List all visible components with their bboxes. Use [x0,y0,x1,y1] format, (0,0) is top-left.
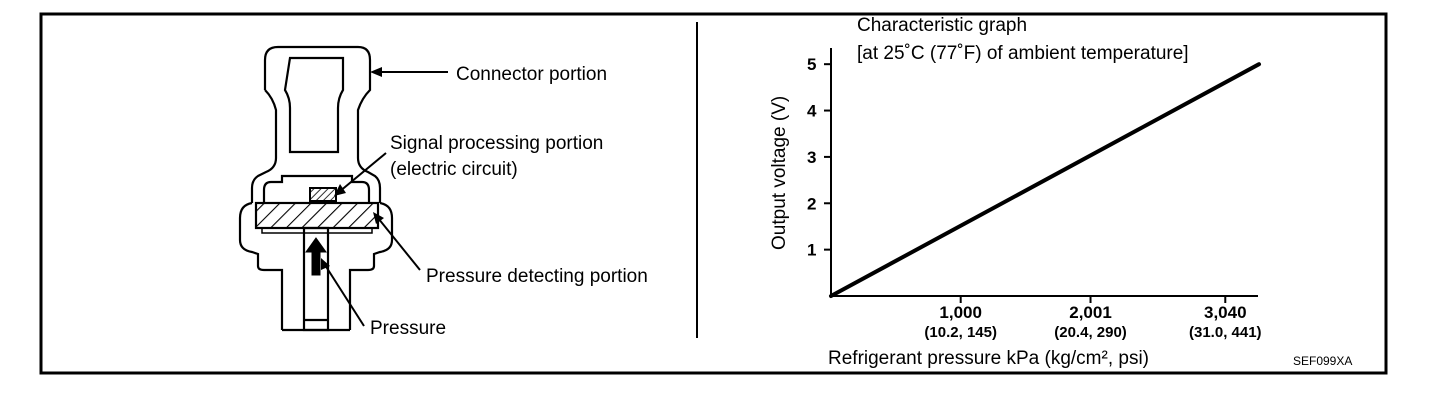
y-tick-label: 4 [807,102,817,121]
x-tick-label: 3,040 [1204,303,1247,322]
y-tick-label: 5 [807,55,816,74]
y-tick-label: 1 [807,241,816,260]
x-tick-sublabel: (10.2, 145) [924,324,997,341]
signal-processing-chip [309,187,337,202]
pressure-arrowhead [321,258,330,270]
signal-label-line1: Signal processing portion [390,133,603,154]
x-tick-label: 2,001 [1069,303,1112,322]
y-axis-label: Output voltage (V) [769,96,790,250]
x-tick-sublabel: (20.4, 290) [1054,324,1127,341]
signal-arrowhead [334,184,346,196]
connector-arrowhead [370,67,382,77]
pressure-detecting-leader-line [377,217,421,271]
characteristic-chart: Characteristic graph [at 25˚C (77˚F) of … [769,15,1262,369]
figure-code: SEF099XA [1293,354,1352,368]
pressure-label: Pressure [370,318,446,339]
y-tick-label: 3 [807,148,816,167]
x-tick-sublabel: (31.0, 441) [1189,324,1262,341]
signal-label-line2: (electric circuit) [390,159,518,180]
x-axis-label: Refrigerant pressure kPa (kg/cm², psi) [828,348,1149,369]
x-tick-label: 1,000 [939,303,982,322]
pressure-leader-line [324,264,365,327]
y-tick-label: 2 [807,194,816,213]
signal-leader-line [338,152,387,193]
pressure-detecting-label: Pressure detecting portion [426,266,648,287]
pressure-sensor-drawing [238,45,394,332]
connector-label: Connector portion [456,64,607,85]
diaphragm-base [261,227,373,234]
figure-border [39,12,1388,375]
chart-subtitle: [at 25˚C (77˚F) of ambient temperature] [857,43,1189,64]
pressure-detecting-arrowhead [373,212,384,224]
pressure-detecting-diaphragm [254,201,380,230]
series-line [829,62,1261,298]
chart-title: Characteristic graph [857,15,1027,36]
